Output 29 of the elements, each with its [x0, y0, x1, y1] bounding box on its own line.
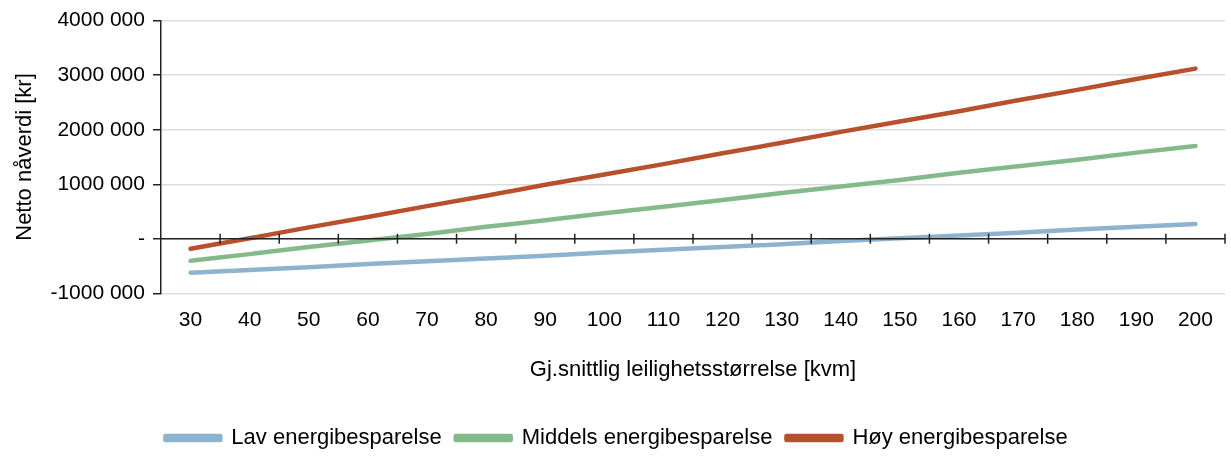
y-axis-title: Netto nåverdi [kr] — [11, 73, 37, 241]
legend-label: Middels energibesparelse — [521, 424, 773, 450]
legend-label: Lav energibesparelse — [231, 424, 442, 450]
x-tick-label: 80 — [474, 306, 498, 330]
x-tick-label: 200 — [1177, 306, 1213, 330]
x-tick-label: 160 — [941, 306, 977, 330]
x-axis-title: Gj.snittlig leilighetsstørrelse [kvm] — [529, 355, 857, 381]
x-tick-label: 170 — [1000, 306, 1036, 330]
y-tick-label: 2000 000 — [57, 116, 145, 140]
x-tick-label: 120 — [705, 306, 741, 330]
x-tick-label: 100 — [586, 306, 622, 330]
y-tick-label: -1000 000 — [50, 280, 145, 304]
x-tick-label: 70 — [415, 306, 439, 330]
x-tick-label: 140 — [823, 306, 859, 330]
y-tick-label: 4000 000 — [57, 7, 145, 31]
x-tick-label: 50 — [297, 306, 321, 330]
x-tick-label: 90 — [533, 306, 557, 330]
x-tick-label: 30 — [178, 306, 203, 330]
x-tick-label: 130 — [764, 306, 800, 330]
x-tick-label: 60 — [356, 306, 380, 330]
y-tick-label: - — [137, 225, 145, 249]
x-tick-label: 180 — [1059, 306, 1095, 330]
legend-label: Høy energibesparelse — [852, 424, 1068, 450]
x-tick-label: 190 — [1118, 306, 1154, 330]
x-tick-label: 40 — [237, 306, 262, 330]
y-tick-label: 1000 000 — [57, 171, 145, 195]
x-tick-label: 150 — [882, 306, 918, 330]
x-tick-label: 110 — [646, 306, 681, 330]
y-tick-label: 3000 000 — [57, 61, 145, 85]
